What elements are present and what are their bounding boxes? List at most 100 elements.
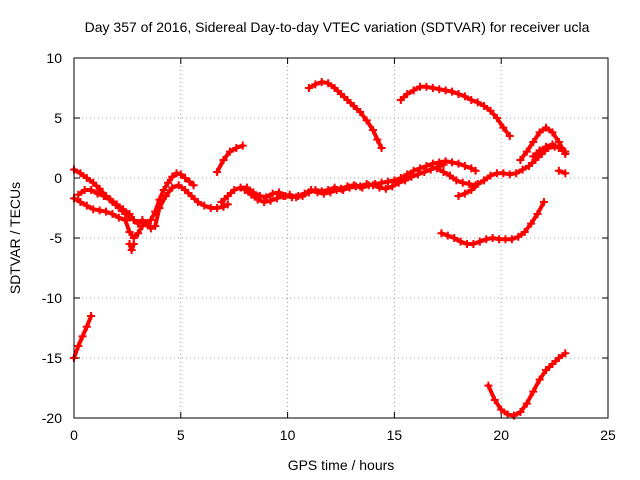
data-point (413, 170, 422, 179)
data-point (304, 84, 313, 92)
data-point (93, 189, 102, 198)
data-point (422, 162, 431, 170)
data-point (522, 399, 531, 408)
data-point (181, 174, 190, 182)
data-point (460, 92, 469, 101)
y-tick-label: 5 (54, 110, 62, 126)
data-point (527, 219, 536, 228)
x-axis-label: GPS time / hours (288, 457, 395, 473)
x-tick-label: 15 (387, 427, 403, 443)
data-point (394, 178, 403, 187)
data-point (127, 246, 136, 254)
data-point (129, 216, 138, 224)
data-point (232, 144, 241, 152)
data-point (95, 206, 104, 215)
data-point (497, 405, 506, 414)
data-point (304, 188, 313, 197)
data-point (407, 172, 416, 181)
data-point (516, 408, 525, 416)
data-point (343, 96, 352, 104)
data-point (554, 354, 563, 362)
data-point (486, 171, 495, 180)
data-point (172, 169, 181, 178)
data-point (505, 170, 514, 179)
data-point (213, 168, 222, 176)
data-point (535, 146, 544, 155)
data-point (403, 90, 412, 98)
data-point (337, 184, 345, 193)
series-arc-4 (74, 186, 138, 224)
y-tick-label: 10 (46, 50, 62, 66)
data-point (450, 234, 459, 242)
data-point (78, 332, 87, 341)
data-point (349, 102, 358, 110)
data-point (266, 196, 275, 205)
data-point (443, 231, 452, 240)
data-point (119, 205, 128, 214)
data-point (467, 96, 476, 104)
data-point (193, 198, 202, 206)
data-point (428, 159, 437, 168)
data-point (373, 135, 382, 144)
data-point (448, 87, 457, 96)
data-point (125, 210, 134, 218)
data-point (369, 181, 378, 190)
data-point (223, 192, 232, 200)
data-point (437, 229, 446, 238)
data-point (159, 186, 168, 194)
series-arc-14 (516, 123, 570, 164)
data-point (514, 232, 523, 241)
x-tick-label: 0 (70, 427, 78, 443)
data-point (292, 193, 301, 202)
data-point (260, 198, 269, 206)
data-point (317, 187, 326, 196)
data-point (383, 177, 392, 186)
data-point (529, 152, 538, 161)
data-point (535, 375, 544, 384)
data-point (349, 181, 358, 190)
y-tick-label: -10 (42, 290, 62, 306)
y-tick-label: -20 (42, 410, 62, 426)
data-point (200, 201, 209, 210)
data-point (187, 192, 196, 200)
data-point (520, 228, 529, 236)
data-point (439, 160, 448, 169)
data-point (298, 192, 307, 200)
data-point (548, 140, 557, 149)
data-point (155, 204, 164, 212)
data-point (456, 237, 465, 246)
data-point (87, 312, 96, 320)
data-point (401, 176, 410, 185)
data-point (362, 116, 371, 125)
series-arc-9 (304, 78, 386, 152)
data-point (471, 181, 480, 190)
data-point (428, 84, 437, 92)
data-point (89, 178, 98, 187)
data-point (535, 128, 544, 137)
data-point (441, 86, 450, 95)
series-arc-6 (213, 141, 247, 176)
data-point (435, 85, 444, 94)
grid-lines (74, 58, 608, 418)
data-point (454, 159, 463, 168)
data-point (89, 205, 98, 214)
series-arc-17 (484, 349, 570, 420)
data-point (529, 387, 538, 396)
data-point (467, 164, 476, 173)
series-arc-5 (125, 240, 138, 254)
data-point (454, 90, 463, 98)
data-point (469, 240, 478, 248)
data-point (516, 156, 525, 164)
data-point (151, 222, 160, 230)
data-point (480, 102, 489, 110)
data-point (503, 410, 512, 419)
data-point (356, 108, 365, 116)
data-point (460, 162, 469, 170)
data-point (121, 216, 130, 224)
data-point (311, 80, 320, 89)
data-point (422, 82, 431, 91)
data-point (106, 195, 115, 204)
data-point (452, 176, 461, 185)
series-arc-16 (554, 166, 570, 178)
data-point (217, 198, 226, 206)
